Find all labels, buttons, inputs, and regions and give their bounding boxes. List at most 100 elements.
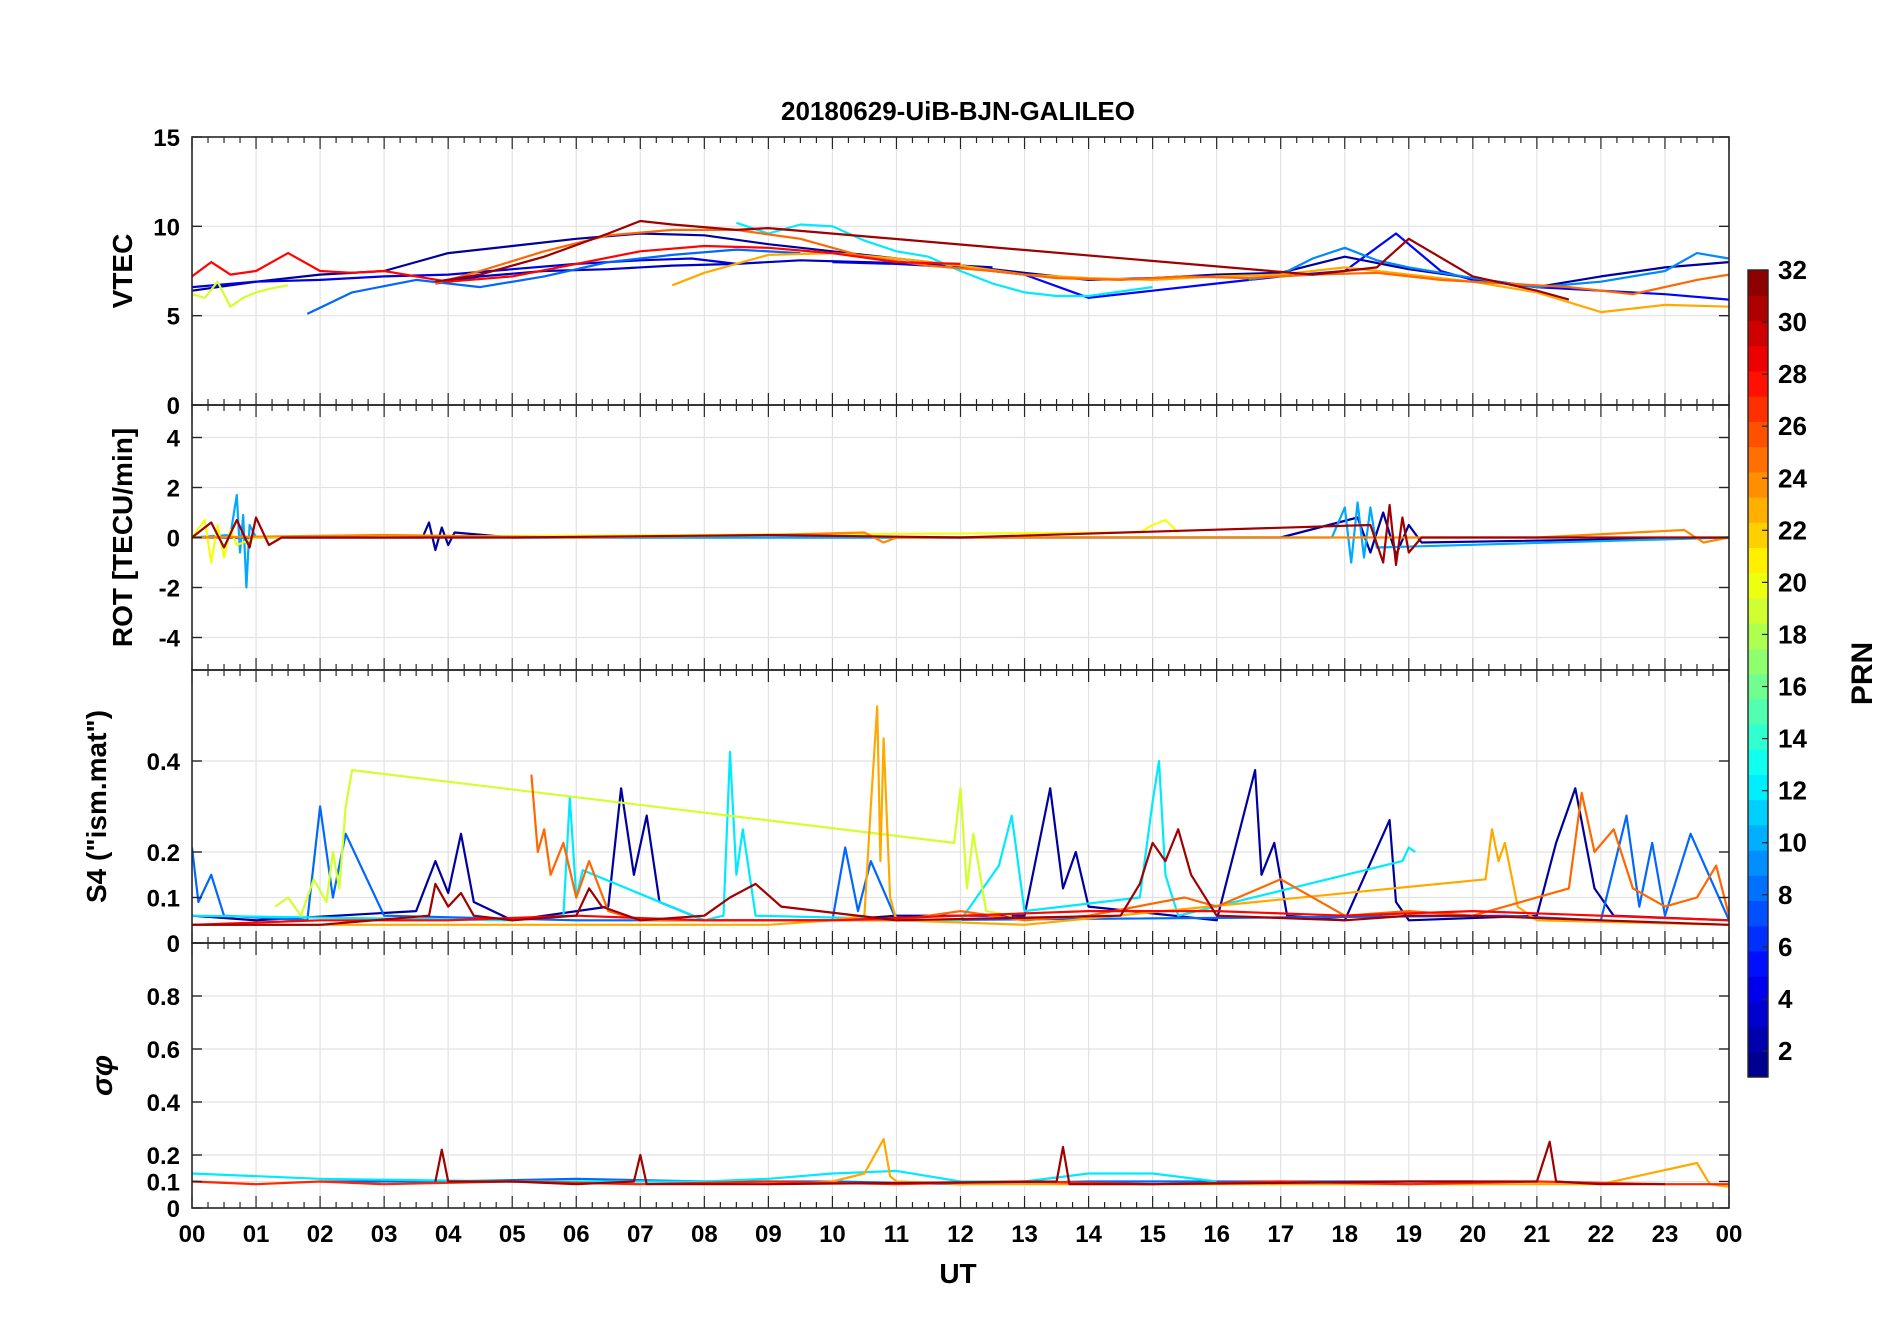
vtec-series: [192, 219, 1729, 315]
vtec-y-tick-label: 10: [153, 214, 180, 241]
rot-series: [192, 493, 1729, 589]
sigma-y-tick-label: 0.4: [147, 1090, 181, 1117]
sigma-series: [192, 1137, 1729, 1188]
colorbar-segment: [1748, 597, 1768, 624]
vtec-y-axis-label: VTEC: [107, 234, 138, 309]
colorbar-label: PRN: [1846, 642, 1879, 705]
vtec-y-tick-label: 0: [167, 393, 180, 420]
x-tick-label: 20: [1459, 1221, 1486, 1248]
rot-series-prn-20: [192, 518, 1179, 564]
colorbar-tick-label: 14: [1778, 724, 1807, 754]
colorbar-tick-label: 16: [1778, 672, 1807, 702]
vtec-y-tick-label: 15: [153, 125, 180, 152]
rot-y-tick-label: -2: [159, 576, 180, 603]
s4-y-tick-label: 0: [167, 931, 180, 958]
s4-x-ticks: [191, 670, 1730, 943]
x-tick-label: 16: [1203, 1221, 1230, 1248]
rot-y-tick-label: 0: [167, 526, 180, 553]
colorbar-segment: [1748, 623, 1768, 649]
vtec-series-prn-9: [1248, 246, 1729, 289]
x-tick-label: 23: [1652, 1221, 1679, 1248]
colorbar-tick-label: 32: [1778, 255, 1807, 285]
x-tick-label: 14: [1075, 1221, 1102, 1248]
colorbar-tick-label: 24: [1778, 463, 1807, 493]
colorbar-tick-label: 26: [1778, 411, 1807, 441]
colorbar-box: [1747, 269, 1769, 1078]
x-tick-label: 19: [1395, 1221, 1422, 1248]
vtec-series-prn-28: [192, 244, 961, 283]
vtec-series-prn-12: [736, 221, 1153, 298]
colorbar-segment: [1748, 295, 1768, 322]
x-tick-label: 11: [884, 1221, 909, 1248]
sigma-y-tick-label: 0.2: [147, 1143, 180, 1170]
s4-grid: [191, 670, 1730, 944]
x-tick-label: 21: [1524, 1221, 1551, 1248]
colorbar-tick-label: 20: [1778, 567, 1807, 597]
x-tick-label: 07: [627, 1221, 654, 1248]
s4-series-prn-12: [192, 750, 1416, 922]
colorbar-segment: [1748, 875, 1768, 902]
s4-series-prn-23: [192, 705, 1729, 926]
x-tick-label: 13: [1011, 1221, 1038, 1248]
panel-sigma: 00.10.2 0.4 0.6 0.8 σφ 00 01 02 03 04 05 06 07 08 09 10…: [86, 942, 1743, 1248]
colorbar-tick-label: 8: [1778, 880, 1792, 910]
s4-series-prn-19: [274, 768, 1012, 917]
colorbar-segment: [1748, 345, 1768, 372]
colorbar-segment: [1748, 572, 1768, 599]
colorbar-tick-label: 22: [1778, 515, 1807, 545]
colorbar-segment: [1748, 396, 1768, 422]
sigma-series-prn-31: [434, 1140, 1665, 1186]
s4-series-prn-2: [192, 768, 1729, 922]
colorbar-tick-label: 12: [1778, 776, 1807, 806]
colorbar-tick-label: 10: [1778, 828, 1807, 858]
colorbar-segment: [1748, 471, 1768, 498]
panel-s4: 0 0.1 0.2 0.4 S4 ("ism.mat"): [81, 669, 1730, 958]
colorbar-tick-label: 18: [1778, 619, 1807, 649]
sigma-y-tick-label: 0: [167, 1196, 180, 1223]
x-tick-label: 00: [1716, 1221, 1743, 1248]
vtec-x-ticks: [191, 137, 1730, 405]
colorbar-segment: [1748, 850, 1768, 876]
sigma-y-tick-label: 0.1: [147, 1170, 180, 1197]
x-tick-label: 06: [563, 1221, 590, 1248]
x-tick-label: 15: [1139, 1221, 1166, 1248]
vtec-series-prn-19: [192, 280, 289, 308]
colorbar-segment: [1748, 547, 1768, 574]
x-tick-label: 17: [1267, 1221, 1294, 1248]
colorbar-segment: [1748, 925, 1768, 952]
colorbar-tick-label: 2: [1778, 1036, 1792, 1066]
rot-y-tick-label: -4: [159, 626, 181, 653]
colorbar-segment: [1748, 749, 1768, 775]
colorbar-segment: [1748, 446, 1768, 473]
x-tick-label: 22: [1588, 1221, 1615, 1248]
x-tick-label: 01: [243, 1221, 270, 1248]
x-tick-label: 02: [307, 1221, 334, 1248]
chart-title: 20180629-UiB-BJN-GALILEO: [781, 96, 1135, 126]
x-tick-label: 09: [755, 1221, 782, 1248]
colorbar-segment: [1748, 421, 1768, 448]
colorbar-segment: [1748, 900, 1768, 927]
rot-y-tick-label: 4: [167, 426, 181, 453]
sigma-series-prn-23: [768, 1137, 1729, 1188]
colorbar-segment: [1748, 496, 1768, 523]
x-tick-label: 04: [435, 1221, 462, 1248]
colorbar-segment: [1748, 698, 1768, 725]
x-tick-label: 03: [371, 1221, 398, 1248]
colorbar-segment: [1748, 370, 1768, 397]
colorbar-segment: [1748, 1051, 1768, 1078]
sigma-x-ticks: [191, 943, 1730, 1208]
s4-y-tick-label: 0.4: [147, 749, 181, 776]
rot-x-ticks: [191, 405, 1730, 670]
x-tick-label: 05: [499, 1221, 526, 1248]
s4-series-prn-8: [192, 805, 1729, 922]
colorbar-segment: [1748, 824, 1768, 851]
panel-rot: -4 -2 0 2 4 ROT [TECU/min]: [107, 404, 1730, 671]
rot-y-tick-label: 2: [167, 476, 180, 503]
colorbar-tick-label: 4: [1778, 984, 1793, 1014]
s4-y-axis-label: S4 ("ism.mat"): [81, 710, 112, 903]
colorbar-tick-label: 6: [1778, 932, 1792, 962]
x-tick-label: 18: [1331, 1221, 1358, 1248]
colorbar-segment: [1748, 774, 1768, 801]
